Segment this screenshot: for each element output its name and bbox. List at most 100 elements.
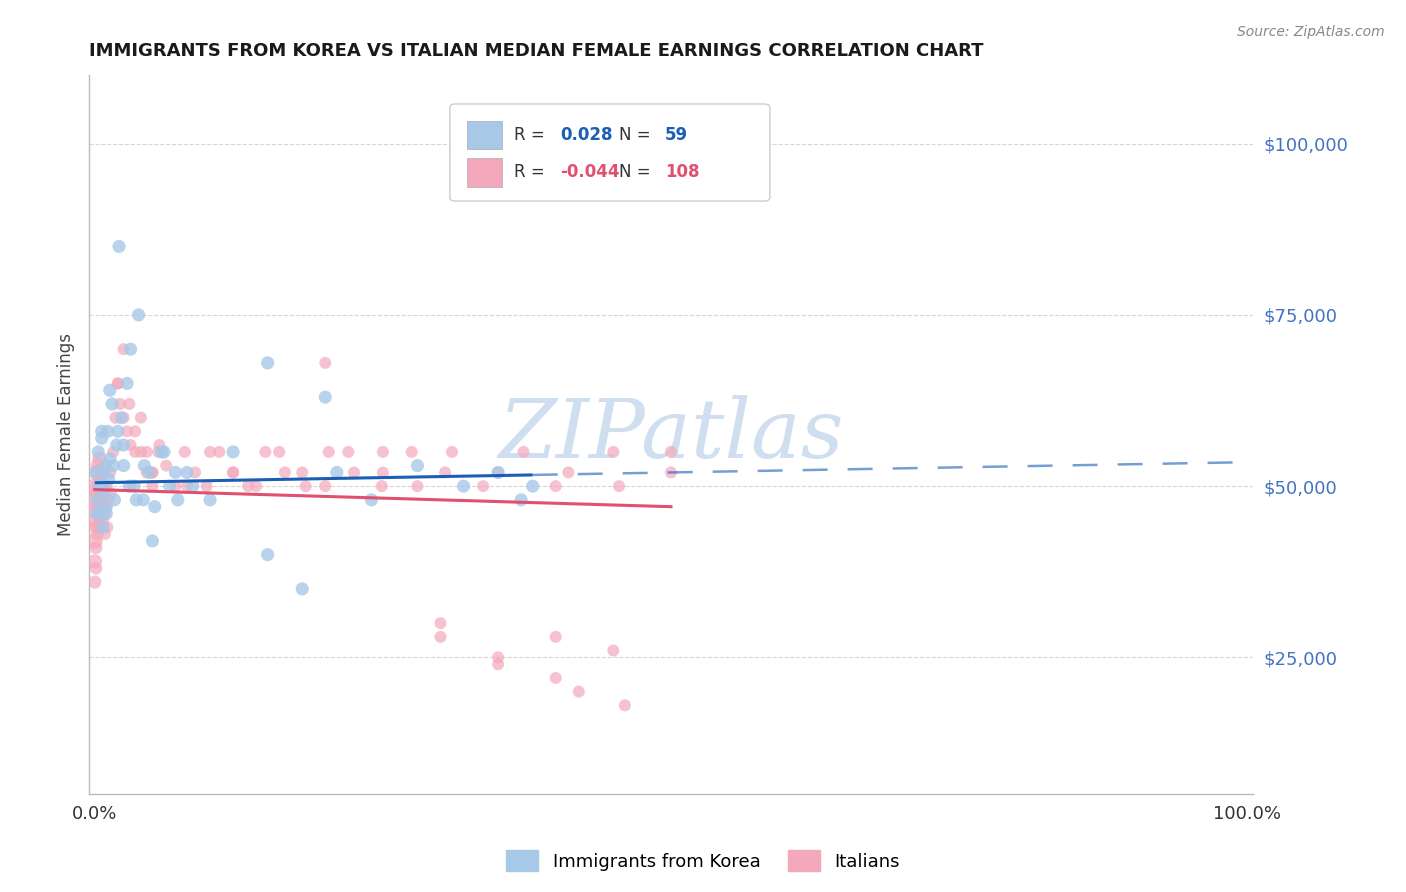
Point	[135, 445, 157, 459]
Bar	[467, 120, 502, 149]
Point	[173, 445, 195, 459]
Point	[195, 479, 218, 493]
Point	[602, 643, 624, 657]
Point	[96, 479, 118, 493]
Point	[148, 445, 170, 459]
Point	[544, 671, 567, 685]
Text: Source: ZipAtlas.com: Source: ZipAtlas.com	[1237, 25, 1385, 39]
Point	[429, 630, 451, 644]
Point	[602, 445, 624, 459]
Point	[91, 513, 114, 527]
Point	[544, 630, 567, 644]
Point	[86, 527, 108, 541]
Point	[112, 342, 135, 356]
Point	[86, 507, 108, 521]
Point	[90, 466, 112, 480]
Point	[184, 466, 207, 480]
Point	[83, 554, 105, 568]
Point	[129, 445, 152, 459]
Point	[86, 492, 108, 507]
Point	[89, 492, 111, 507]
Point	[89, 479, 111, 493]
Point	[607, 479, 630, 493]
Point	[568, 684, 591, 698]
Point	[148, 438, 170, 452]
Point	[83, 492, 105, 507]
Point	[166, 492, 188, 507]
Point	[84, 520, 107, 534]
Point	[103, 492, 125, 507]
Point	[314, 356, 336, 370]
Point	[522, 479, 544, 493]
Point	[120, 438, 142, 452]
Point	[124, 425, 146, 439]
Text: R =: R =	[513, 163, 550, 181]
Point	[613, 698, 636, 713]
Point	[314, 390, 336, 404]
Point	[112, 438, 135, 452]
Point	[89, 513, 111, 527]
Point	[291, 466, 314, 480]
Point	[84, 561, 107, 575]
Point	[90, 500, 112, 514]
Point	[86, 466, 108, 480]
Point	[141, 479, 163, 493]
Point	[84, 500, 107, 514]
Point	[129, 410, 152, 425]
Point	[176, 479, 198, 493]
Point	[91, 520, 114, 534]
Point	[100, 486, 122, 500]
Bar	[467, 158, 502, 186]
Point	[544, 479, 567, 493]
Point	[141, 533, 163, 548]
Point	[245, 479, 267, 493]
Point	[659, 466, 682, 480]
Point	[326, 466, 349, 480]
Point	[371, 445, 394, 459]
Point	[291, 582, 314, 596]
Point	[256, 356, 278, 370]
Point	[138, 466, 160, 480]
Text: R =: R =	[513, 126, 550, 144]
Point	[115, 376, 138, 391]
Point	[153, 445, 176, 459]
Point	[486, 657, 509, 672]
Text: ZIPatlas: ZIPatlas	[498, 395, 844, 475]
Point	[429, 616, 451, 631]
Point	[274, 466, 297, 480]
Point	[141, 466, 163, 480]
Point	[406, 458, 429, 473]
Text: IMMIGRANTS FROM KOREA VS ITALIAN MEDIAN FEMALE EARNINGS CORRELATION CHART: IMMIGRANTS FROM KOREA VS ITALIAN MEDIAN …	[89, 42, 984, 60]
Point	[90, 425, 112, 439]
Point	[93, 479, 115, 493]
Point	[98, 451, 121, 466]
Point	[118, 479, 141, 493]
Point	[198, 445, 221, 459]
Point	[89, 507, 111, 521]
Point	[86, 507, 108, 521]
Point	[159, 479, 181, 493]
Point	[208, 445, 231, 459]
Point	[165, 479, 187, 493]
Point	[90, 507, 112, 521]
Point	[256, 548, 278, 562]
Point	[96, 500, 118, 514]
Point	[440, 445, 463, 459]
Point	[143, 500, 166, 514]
Point	[222, 466, 245, 480]
Point	[90, 431, 112, 445]
Point	[97, 492, 120, 507]
Point	[510, 492, 533, 507]
Point	[103, 458, 125, 473]
FancyBboxPatch shape	[450, 104, 770, 201]
Point	[84, 541, 107, 555]
Point	[314, 479, 336, 493]
Point	[222, 445, 245, 459]
Point	[486, 650, 509, 665]
Point	[105, 438, 128, 452]
Point	[108, 239, 131, 253]
Point	[107, 425, 129, 439]
Point	[198, 492, 221, 507]
Point	[371, 479, 394, 493]
Point	[486, 466, 509, 480]
